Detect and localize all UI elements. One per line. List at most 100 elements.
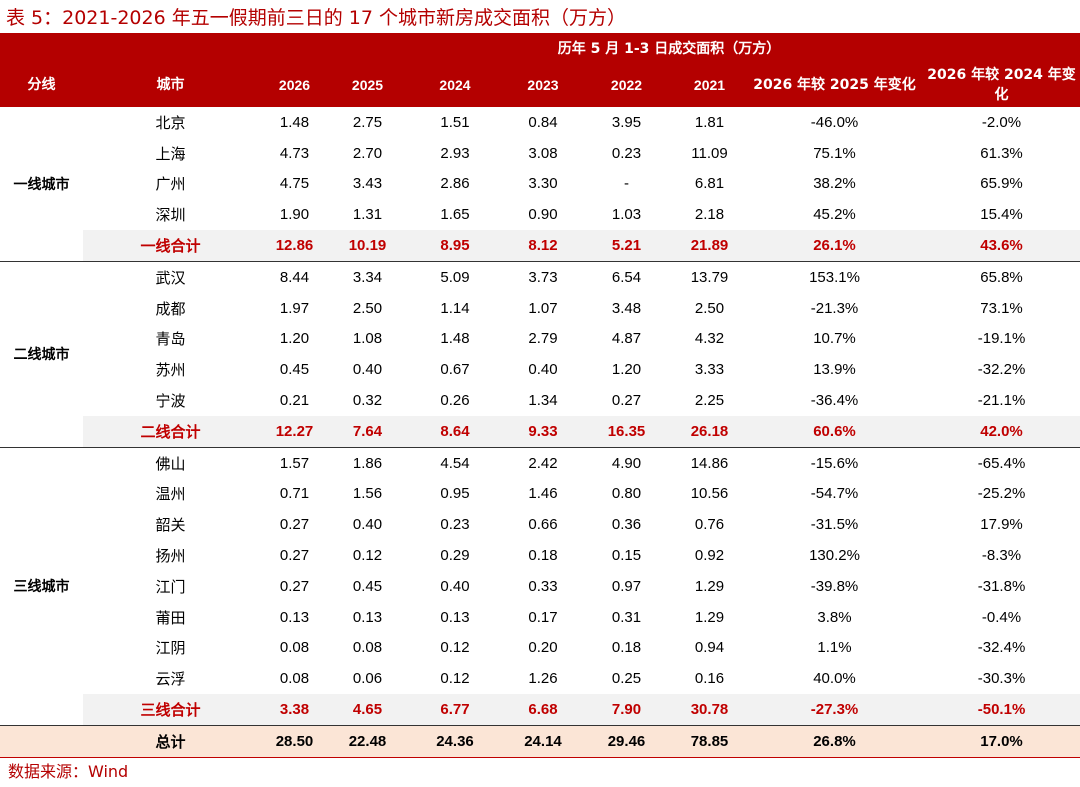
value-cell: 0.18 [611,639,642,657]
value-cell: 8.44 [279,268,310,286]
value-cell: 10.56 [690,485,729,503]
value-cell: -36.4% [810,392,859,410]
value-cell: -21.1% [977,392,1026,410]
value-cell: 0.23 [440,516,470,534]
value-cell: -54.7% [810,485,859,503]
value-cell: 1.31 [352,206,383,224]
table-row: 一线城市 北京 1.48 2.75 1.51 0.84 3.95 1.81 -46.0% -2.0… [0,107,1080,262]
value-cell: 1.48 [440,330,470,348]
subtotal-value: 5.21 [580,230,673,262]
total-row: 总计 28.50 22.48 24.36 24.14 29.46 78.85 26.8% 17.… [0,725,1080,758]
value-cell: 3.48 [611,299,642,317]
value-cell: 38.2% [813,175,856,193]
value-cell: 0.26 [440,392,470,410]
value-cell: 4.75 [279,175,310,193]
value-cell: 1.20 [279,330,310,348]
value-cell: 14.86 [690,454,729,472]
value-cell: 0.29 [440,547,470,565]
value-cell: 5.09 [440,268,470,286]
value-cell: -2.0% [981,113,1022,131]
table-row: 深圳 1.90 1.31 1.65 0.90 1.03 2.18 45.2% 15.4% [0,199,1080,230]
city-name: 云浮 [155,670,186,689]
value-cell: 45.2% [813,206,856,224]
city-name: 广州 [155,175,186,194]
value-cell: 0.40 [440,577,470,595]
value-cell: 1.51 [440,113,470,131]
value-cell: 2.70 [352,144,383,162]
value-cell: 0.94 [694,639,725,657]
value-cell: 2.25 [694,392,725,410]
table-row: 莆田 0.13 0.13 0.13 0.17 0.31 1.29 3.8% -0.4% [0,602,1080,633]
total-value: 29.46 [580,725,673,758]
value-cell: 1.81 [694,113,725,131]
value-cell: 0.71 [279,485,310,503]
value-cell: 0.66 [528,516,558,534]
table-row: 成都 1.97 2.50 1.14 1.07 3.48 2.50 -21.3% 73.1% [0,293,1080,324]
value-cell: -32.2% [977,361,1026,379]
value-cell: 0.97 [611,577,642,595]
value-cell: 0.36 [611,516,642,534]
subtotal-value: 26.18 [673,415,746,448]
city-name: 北京 [155,113,186,132]
value-cell: 0.95 [440,485,470,503]
value-cell: 3.30 [528,175,558,193]
value-cell: 3.34 [352,268,383,286]
value-cell: 2.42 [528,454,558,472]
value-cell: 2.79 [528,330,558,348]
value-cell: 0.27 [279,516,310,534]
value-cell: 0.27 [279,547,310,565]
value-cell: 0.80 [611,485,642,503]
value-cell: 2.93 [440,144,470,162]
city-name: 深圳 [155,206,186,225]
value-cell: -39.8% [810,577,859,595]
subtotal-label: 二线合计 [83,415,258,448]
value-cell: 1.48 [279,113,310,131]
value-cell: 0.33 [528,577,558,595]
header-change-2024: 2026 年较 2024 年变化 [923,62,1080,107]
value-cell: -30.3% [977,670,1026,688]
value-cell: 4.32 [694,330,725,348]
value-cell: 0.21 [279,392,310,410]
value-cell: 0.67 [440,361,470,379]
value-cell: 1.57 [279,454,310,472]
value-cell: 0.18 [528,547,558,565]
table-body: 一线城市 北京 1.48 2.75 1.51 0.84 3.95 1.81 -46.0% -2.0… [0,107,1080,758]
table-row: 上海 4.73 2.70 2.93 3.08 0.23 11.09 75.1% 61.3% [0,138,1080,169]
total-value: 26.8% [746,725,923,758]
total-value: 24.14 [506,725,580,758]
value-cell: 1.07 [528,299,558,317]
subtotal-label: 一线合计 [83,230,258,262]
value-cell: 1.86 [352,454,383,472]
value-cell: 0.20 [528,639,558,657]
value-cell: 0.15 [611,547,642,565]
value-cell: 0.25 [611,670,642,688]
subtotal-value: 6.68 [506,694,580,726]
value-cell: 0.17 [528,608,558,626]
subtotal-value: -27.3% [746,694,923,726]
data-table: 历年 5 月 1-3 日成交面积（万方） 分线 城市 2026 2025 202… [0,33,1080,758]
value-cell: 1.08 [352,330,383,348]
value-cell: 2.50 [694,299,725,317]
value-cell: 75.1% [813,144,856,162]
value-cell: 0.12 [440,639,470,657]
table-row: 二线城市 武汉 8.44 3.34 5.09 3.73 6.54 13.79 153.1% 65.… [0,261,1080,448]
value-cell: 0.90 [528,206,558,224]
value-cell: 1.46 [528,485,558,503]
value-cell: 1.90 [279,206,310,224]
value-cell: 6.54 [611,268,642,286]
value-cell: 0.76 [694,516,725,534]
value-cell: 4.90 [611,454,642,472]
total-value: 24.36 [404,725,506,758]
subtotal-label: 三线合计 [83,694,258,726]
header-group: 分线 [0,62,83,107]
table-row: 苏州 0.45 0.40 0.67 0.40 1.20 3.33 13.9% -32.2% [0,354,1080,385]
value-cell: 0.13 [440,608,470,626]
city-name: 青岛 [155,330,186,349]
value-cell: 0.40 [352,361,383,379]
table-row: 江阴 0.08 0.08 0.12 0.20 0.18 0.94 1.1% -32.4% [0,633,1080,664]
value-cell: - [624,175,629,193]
total-value: 22.48 [331,725,404,758]
value-cell: 65.8% [980,268,1023,286]
table-title: 表 5：2021-2026 年五一假期前三日的 17 个城市新房成交面积（万方） [6,7,626,29]
value-cell: 0.12 [440,670,470,688]
